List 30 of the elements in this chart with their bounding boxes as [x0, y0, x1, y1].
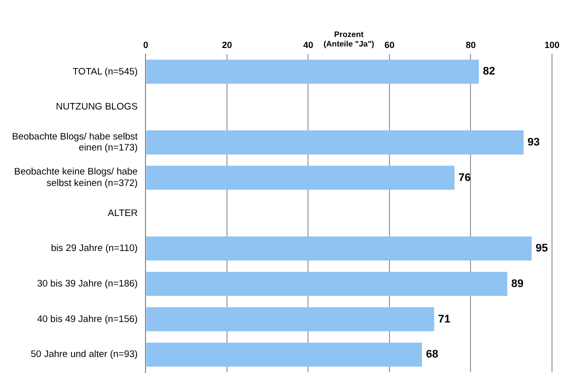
y-tick-label: Beobachte Blogs/ habe selbst einen (n=173): [12, 131, 138, 154]
y-tick-label: 50 Jahre und alter (n=93): [30, 349, 138, 360]
bar: [146, 272, 508, 296]
x-tick-label: 60: [384, 40, 394, 50]
x-tick-label: 40: [303, 40, 314, 50]
x-tick-label: 100: [544, 40, 560, 50]
data-label: 89: [511, 278, 524, 290]
bar: [146, 342, 422, 367]
x-tick-label: 0: [143, 40, 148, 50]
data-label: 76: [458, 172, 471, 184]
x-tick-label: 20: [222, 40, 232, 50]
y-tick-label: bis 29 Jahre (n=110): [50, 243, 138, 254]
data-label: 95: [536, 242, 548, 255]
y-tick-label: Beobachte keine Blogs/ habe selbst keinen (n=372): [14, 166, 138, 190]
data-label: 68: [426, 348, 438, 361]
y-tick-label: ALTER: [108, 208, 138, 219]
bar: [146, 60, 479, 84]
bar: [146, 166, 454, 190]
bar: [146, 130, 524, 154]
data-label: 82: [482, 66, 496, 78]
x-axis-title: Prozent (Anteile "Ja"): [323, 30, 375, 49]
y-tick-label: NUTZUNG BLOGS: [56, 102, 138, 113]
x-tick-label: 80: [466, 40, 476, 50]
data-label: 93: [528, 136, 540, 148]
data-label: 71: [438, 313, 450, 326]
y-tick-label: 40 bis 49 Jahre (n=156): [37, 314, 138, 325]
y-tick-label: TOTAL (n=545): [72, 66, 138, 78]
bar: [146, 236, 532, 261]
bar: [146, 307, 434, 332]
y-tick-label: 30 bis 39 Jahre (n=186): [37, 278, 138, 290]
